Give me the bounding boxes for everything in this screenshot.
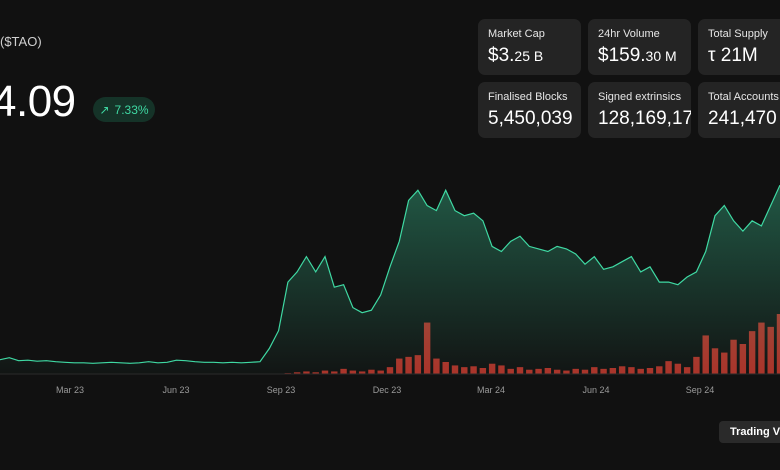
stat-label: Market Cap (488, 28, 545, 40)
x-tick-label: Mar 24 (477, 385, 505, 395)
x-tick-label: Sep 23 (267, 385, 296, 395)
stat-label: Signed extrinsics (598, 91, 682, 103)
stat-label: Total Accounts (708, 91, 779, 103)
x-tick-label: Jun 23 (162, 385, 189, 395)
stat-card-24hr-volume: 24hr Volume $159.30 M (588, 19, 691, 75)
stat-card-signed-extrinsics: Signed extrinsics 128,169,176 (588, 82, 691, 138)
token-ticker: ($TAO) (0, 34, 42, 49)
price-area-fill (0, 185, 780, 374)
x-tick-label: Sep 24 (686, 385, 715, 395)
price-line (0, 184, 780, 364)
token-price: 4.09 (0, 77, 76, 126)
stat-label: 24hr Volume (598, 28, 660, 40)
x-tick-label: Mar 23 (56, 385, 84, 395)
stat-value: 128,169,176 (598, 108, 691, 129)
stat-card-total-accounts: Total Accounts 241,470 (698, 82, 780, 138)
price-change-badge: ↗ 7.33% (93, 97, 155, 122)
stat-value: 5,450,039 (488, 108, 573, 129)
stat-value: 241,470 (708, 108, 777, 129)
stat-card-total-supply: Total Supply τ 21M (698, 19, 780, 75)
price-change-value: 7.33% (114, 102, 149, 117)
stat-card-finalised-blocks: Finalised Blocks 5,450,039 (478, 82, 581, 138)
stat-value: $159.30 M (598, 45, 677, 66)
stat-label: Finalised Blocks (488, 91, 568, 103)
trading-view-button[interactable]: Trading View (719, 421, 780, 443)
arrow-up-right-icon: ↗ (99, 102, 110, 117)
stat-value: $3.25 B (488, 45, 544, 66)
x-tick-label: Dec 23 (373, 385, 402, 395)
stat-value: τ 21M (708, 45, 758, 66)
price-chart[interactable]: Mar 23 Jun 23 Sep 23 Dec 23 Mar 24 Jun 24 Sep … (0, 150, 780, 400)
stat-label: Total Supply (708, 28, 768, 40)
x-tick-label: Jun 24 (582, 385, 609, 395)
stat-card-market-cap: Market Cap $3.25 B (478, 19, 581, 75)
